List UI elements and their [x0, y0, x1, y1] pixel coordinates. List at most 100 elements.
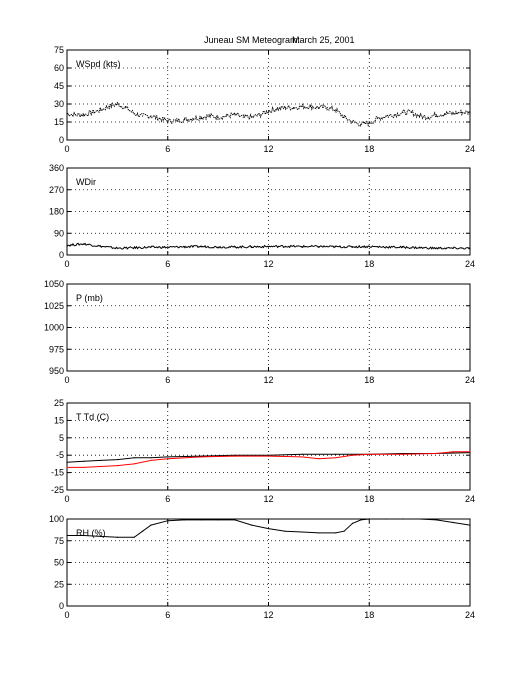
panel-rh: 0 6 12 18 24 0 25 50 75 100 RH (%) [49, 514, 475, 620]
rh-data-point [284, 530, 286, 532]
rh-data-point [469, 524, 471, 526]
temp-data-point [150, 459, 152, 462]
wspd-data-point [360, 123, 362, 125]
rh-data-point [343, 530, 345, 532]
pres-y-tick-label: 1050 [44, 279, 64, 289]
temp-data-point [66, 461, 68, 463]
rh-data-point [419, 518, 421, 520]
rh-x-tick-label: 0 [64, 610, 69, 620]
wspd-data-point [377, 117, 379, 119]
temp-data-point [351, 454, 354, 456]
wdir-data-point [351, 246, 354, 248]
temp-y-tick-label: -5 [56, 450, 64, 460]
wdir-data-point [217, 246, 219, 248]
rh-data-point [335, 532, 337, 534]
rh-data-point [301, 531, 303, 533]
rh-data-point [452, 521, 454, 524]
rh-x-tick-label: 6 [165, 610, 170, 620]
temp-data-point [83, 460, 85, 462]
wspd-y-tick-label: 30 [54, 99, 64, 109]
pres-x-tick-label: 0 [64, 375, 69, 385]
rh-data-point [385, 518, 387, 520]
temp-data-point [167, 458, 169, 460]
rh-data-point [99, 535, 102, 538]
wspd-data-point [225, 115, 228, 117]
wdir-x-tick-label: 0 [64, 259, 69, 269]
temp-y-tick-label: 5 [59, 433, 64, 443]
temp-data-point [335, 457, 337, 459]
wspd-data-point [427, 116, 429, 118]
wdir-y-tick-label: 270 [49, 185, 64, 195]
wdir-data-point [116, 247, 118, 249]
wdir-data-point [469, 247, 471, 249]
wspd-data-point [167, 120, 169, 122]
wspd-y-tick-label: 0 [59, 135, 64, 145]
wdir-data-point [402, 246, 404, 248]
rh-data-point [116, 536, 118, 538]
rh-data-point [167, 520, 169, 522]
rh-data-point [267, 527, 270, 530]
pres-y-tick-label: 950 [49, 366, 64, 376]
wspd-y-tick-label: 60 [54, 63, 64, 73]
wspd-data-point [402, 111, 404, 113]
wspd-data-point [259, 114, 261, 116]
rh-panel-label: RH (%) [76, 528, 106, 538]
wspd-data-point [393, 114, 396, 116]
rh-data-point [150, 524, 152, 526]
wspd-data-point [343, 116, 345, 118]
wspd-data-point [435, 114, 438, 116]
wdir-data-point [318, 245, 320, 248]
wdir-x-tick-label: 18 [364, 259, 374, 269]
wspd-x-tick-label: 18 [364, 144, 374, 154]
rh-y-tick-label: 25 [54, 579, 64, 589]
wspd-data-point [276, 108, 278, 110]
wspd-data-point [141, 115, 144, 117]
temp-data-point [402, 452, 404, 455]
rh-series-line-1 [67, 518, 471, 538]
wspd-data-point [293, 107, 295, 109]
rh-data-point [318, 532, 320, 534]
temp-data-point [368, 453, 370, 455]
wspd-data-point [116, 103, 118, 105]
wdir-data-point [150, 246, 152, 248]
wspd-data-point [209, 115, 211, 117]
temp-data-point [167, 456, 169, 458]
temp-data-point [435, 452, 438, 455]
wdir-data-point [435, 247, 438, 249]
wdir-x-tick-label: 24 [465, 259, 475, 269]
temp-data-point [234, 454, 236, 456]
temp-data-point [267, 454, 270, 456]
wspd-data-point [242, 116, 244, 118]
temp-data-point [133, 463, 135, 465]
temp-data-point [402, 453, 404, 455]
wspd-x-tick-label: 12 [263, 144, 273, 154]
rh-data-point [251, 524, 253, 526]
wspd-y-tick-label: 45 [54, 81, 64, 91]
wspd-data-point [318, 107, 320, 109]
wspd-data-point [469, 111, 471, 113]
wdir-data-point [335, 246, 337, 248]
wspd-data-point [335, 109, 337, 111]
temp-data-point [99, 465, 102, 468]
wdir-data-point [66, 244, 68, 246]
figure-date: March 25, 2001 [292, 35, 355, 45]
wdir-x-tick-label: 12 [263, 259, 273, 269]
panel-wdir: 0 6 12 18 24 0 90 180 270 360 WDir [49, 163, 475, 269]
wspd-data-point [301, 105, 303, 107]
wdir-data-point [267, 245, 270, 248]
pres-x-tick-label: 24 [465, 375, 475, 385]
wspd-x-tick-label: 6 [165, 144, 170, 154]
rh-data-point [435, 519, 438, 521]
wdir-data-point [99, 245, 102, 247]
rh-x-tick-label: 18 [364, 610, 374, 620]
wspd-data-point [175, 120, 177, 122]
rh-data-point [368, 518, 370, 520]
wdir-y-tick-label: 180 [49, 207, 64, 217]
wdir-data-point [385, 246, 387, 248]
temp-panel-label: T Td (C) [76, 412, 109, 422]
temp-data-point [301, 456, 303, 458]
rh-data-point [402, 518, 404, 520]
figure-title: Juneau SM Meteogram: [204, 35, 300, 45]
rh-data-point [217, 519, 219, 521]
